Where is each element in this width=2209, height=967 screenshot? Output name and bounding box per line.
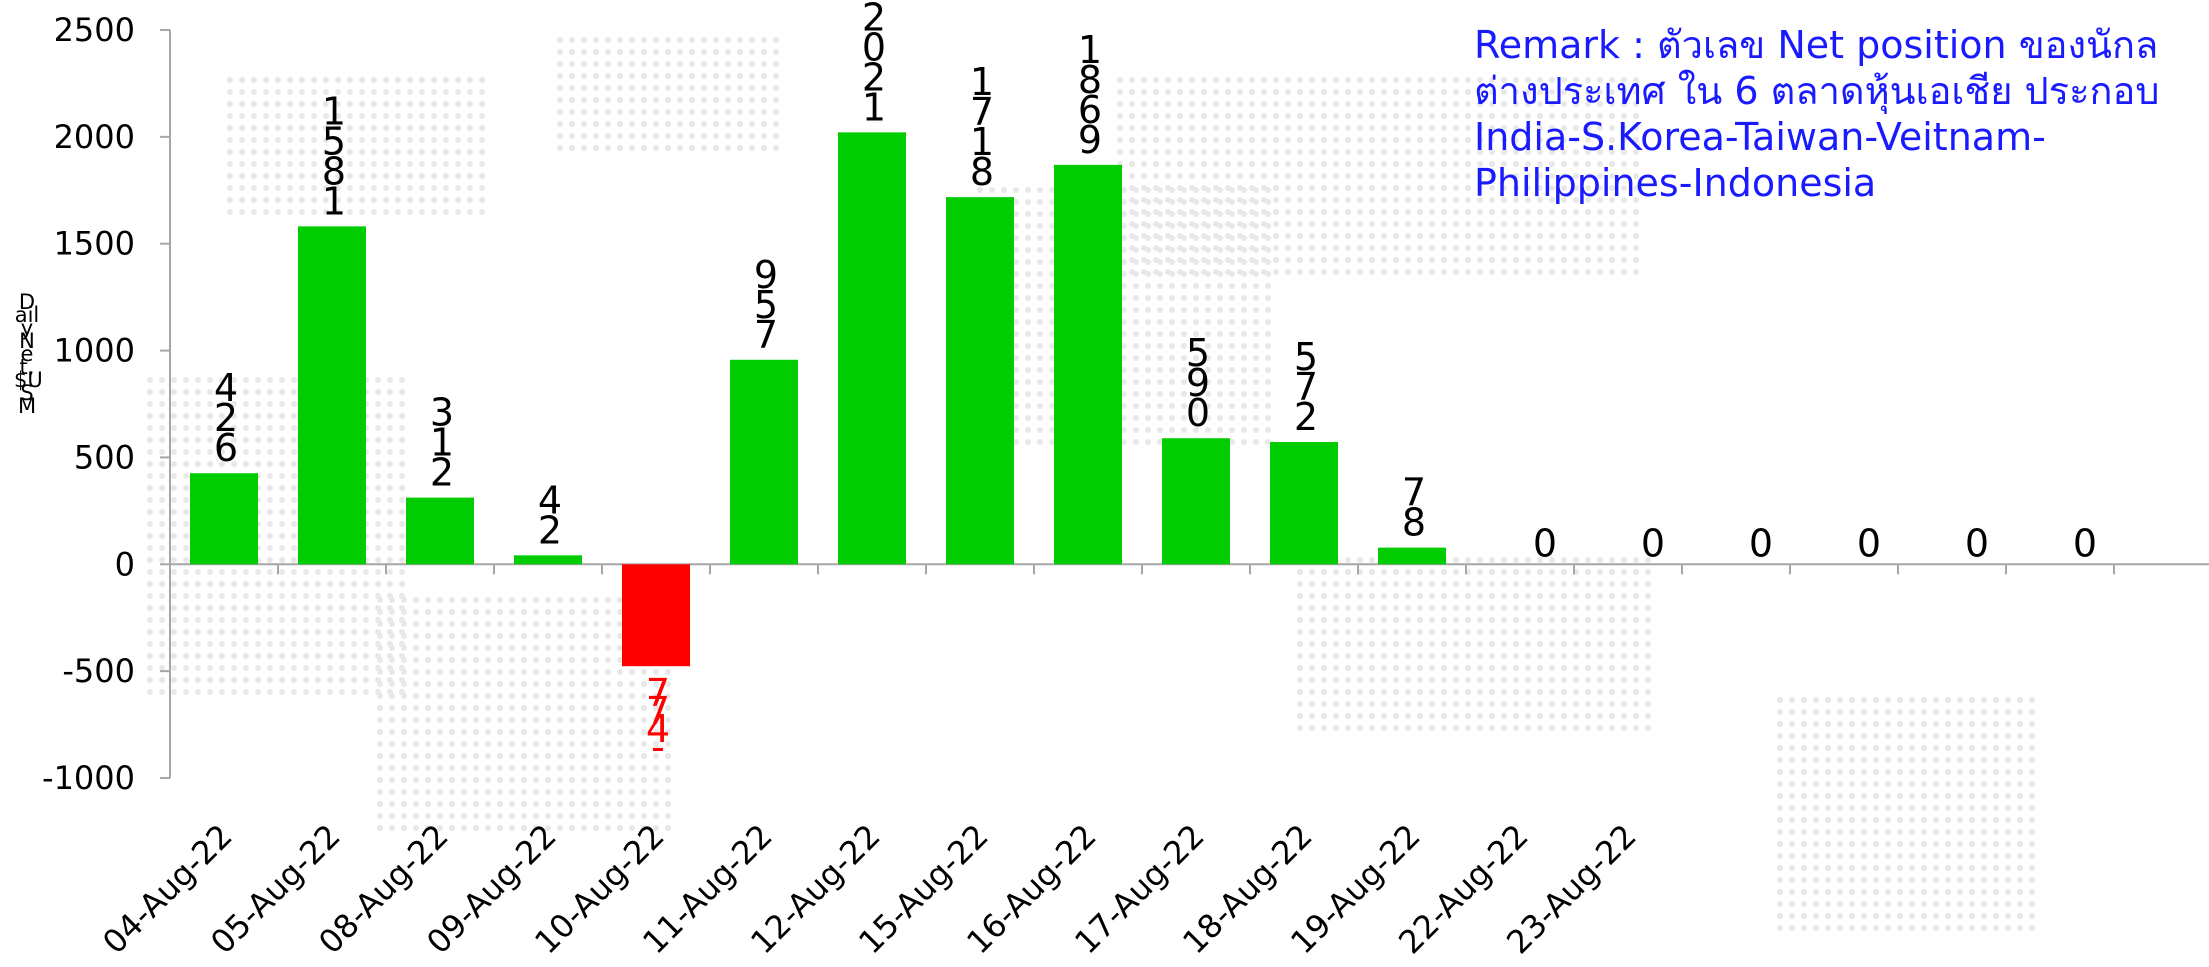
data-label-digit: 9	[1078, 118, 1102, 162]
data-label-digit: 1	[1078, 28, 1102, 72]
data-labels-group: 426624158118513122134224-477774-95775920…	[0, 0, 2097, 769]
data-label-digit: 7	[646, 671, 670, 715]
data-label-digit: 4	[646, 707, 670, 751]
bar-16-Aug-22	[1054, 164, 1122, 565]
data-label-digit: 7	[970, 90, 994, 134]
data-label-digit: 1	[322, 179, 346, 223]
map-dot-cluster	[1117, 77, 1639, 275]
bar-04-Aug-22	[190, 473, 258, 565]
data-label-digit: 0	[1533, 521, 1557, 565]
data-label-digit: 2	[538, 508, 562, 552]
data-label-digit: 0	[1186, 391, 1210, 435]
bar-10-Aug-22	[622, 564, 690, 667]
bar-08-Aug-22	[406, 497, 474, 565]
remark-line-1: Remark : ตัวเลข Net position ของนักล	[1474, 23, 2159, 67]
y-tick-label: 2500	[54, 11, 135, 49]
data-label-digit: 0	[1857, 521, 1881, 565]
data-label-digit: 2	[430, 451, 454, 495]
map-dot-cluster	[557, 37, 779, 151]
y-tick-label: -500	[62, 652, 135, 690]
data-label-digit: 5	[754, 283, 778, 327]
bar-17-Aug-22	[1162, 438, 1230, 565]
x-tick-labels-group: 04-Aug-2205-Aug-2208-Aug-2209-Aug-2210-A…	[95, 817, 1643, 961]
y-tick-label: -1000	[42, 759, 135, 797]
y-tick-label: 500	[74, 438, 135, 476]
data-label-digit: 6	[214, 426, 238, 470]
data-label-digit: 2	[862, 55, 886, 99]
y-tick-label: 0	[115, 545, 135, 583]
data-label-digit: 0	[1965, 521, 1989, 565]
data-label-digit: 7	[754, 313, 778, 357]
data-label-digit: 0	[862, 25, 886, 69]
data-label-digit: 8	[1402, 501, 1426, 545]
data-label-digit: 5	[322, 119, 346, 163]
remark-annotation: Remark : ตัวเลข Net position ของนักล ต่า…	[1474, 22, 2209, 206]
data-label-digit: 7	[1294, 365, 1318, 409]
data-label-digit: 1	[322, 89, 346, 133]
remark-line-3: India-S.Korea-Taiwan-Veitnam-	[1474, 115, 2046, 159]
remark-line-4: Philippines-Indonesia	[1474, 161, 1877, 205]
data-label-digit: 8	[322, 149, 346, 193]
data-label-digit: 8	[970, 150, 994, 194]
data-label-digit: 1	[970, 60, 994, 104]
y-tick-label: 1500	[54, 225, 135, 263]
y-tick-label: 2000	[54, 118, 135, 156]
data-label-digit: 4	[538, 478, 562, 522]
data-label-digit: 9	[1186, 361, 1210, 405]
remark-line-2: ต่างประเทศ ใน 6 ตลาดหุ้นเอเชีย ประกอบ	[1474, 69, 2160, 113]
data-label: 0	[0, 0, 12, 9]
map-dot-cluster	[227, 77, 485, 215]
data-label-digit: 0	[1749, 521, 1773, 565]
data-label-digit: -	[651, 725, 665, 769]
data-label-digit: 5	[1186, 331, 1210, 375]
bar-11-Aug-22	[730, 359, 798, 565]
data-label-digit: 1	[430, 421, 454, 465]
bar-19-Aug-22	[1378, 547, 1446, 565]
map-dot-cluster	[147, 377, 405, 695]
data-label-digit: 2	[862, 0, 886, 39]
data-label-digit: 1	[862, 85, 886, 129]
bar-05-Aug-22	[298, 226, 366, 565]
bar-12-Aug-22	[838, 132, 906, 565]
data-label-digit: 1	[970, 120, 994, 164]
data-label-digit: 8	[1078, 58, 1102, 102]
data-label-digit: 6	[1078, 88, 1102, 132]
y-axis-label: Daily Net, $US M	[14, 290, 43, 418]
bar-15-Aug-22	[946, 197, 1014, 565]
data-label-digit: 5	[1294, 335, 1318, 379]
data-label-digit: 7	[1402, 471, 1426, 515]
data-label-digit: 0	[1641, 521, 1665, 565]
world-map-dot-background	[147, 37, 2035, 931]
map-dot-cluster	[1297, 557, 1651, 731]
bars-group	[190, 132, 1446, 667]
map-dot-cluster	[1777, 697, 2035, 931]
data-label-digit: 4	[214, 366, 238, 410]
data-label-digit: 2	[1294, 395, 1318, 439]
data-label-digit: 3	[430, 391, 454, 435]
bar-09-Aug-22	[514, 555, 582, 565]
y-tick-label: 1000	[54, 332, 135, 370]
y-tick-labels-group: 2500 2000 1500 1000 500 0 -500 -1000	[42, 11, 135, 797]
data-label-digit: 7	[646, 689, 670, 733]
data-label-digit: 2	[214, 396, 238, 440]
data-label-digit: 0	[2073, 521, 2097, 565]
bar-18-Aug-22	[1270, 442, 1338, 565]
data-label-digit: 9	[754, 253, 778, 297]
